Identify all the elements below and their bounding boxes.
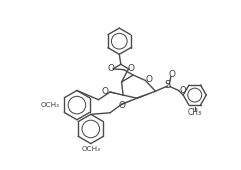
Text: CH₃: CH₃ — [188, 108, 202, 116]
Text: OCH₃: OCH₃ — [40, 102, 59, 108]
Polygon shape — [137, 91, 155, 99]
Text: O: O — [179, 86, 186, 95]
Text: S: S — [165, 80, 171, 90]
Polygon shape — [121, 98, 137, 105]
Polygon shape — [110, 91, 123, 95]
Text: O: O — [119, 101, 126, 110]
Text: O: O — [145, 75, 152, 84]
Text: O: O — [101, 87, 108, 96]
Text: O: O — [107, 64, 114, 73]
Text: O: O — [168, 70, 175, 79]
Text: OCH₃: OCH₃ — [81, 146, 100, 152]
Text: O: O — [127, 64, 134, 73]
